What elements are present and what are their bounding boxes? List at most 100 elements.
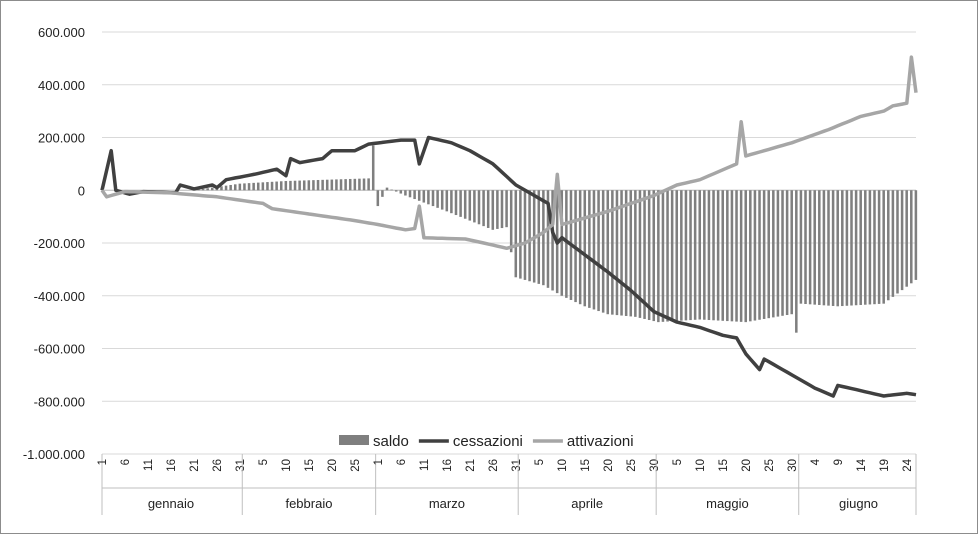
saldo-bar: [436, 190, 439, 208]
saldo-bar: [376, 190, 380, 207]
saldo-bar: [808, 190, 812, 305]
x-tick-label: 11: [143, 459, 155, 471]
x-tick-label: 31: [235, 459, 247, 472]
saldo-bar: [500, 190, 504, 229]
saldo-bar: [450, 190, 453, 214]
y-tick-label: -400.000: [34, 289, 85, 304]
saldo-bar: [818, 190, 821, 305]
month-label: gennaio: [148, 496, 194, 511]
saldo-bar: [831, 190, 835, 306]
x-tick-label: 1: [97, 459, 109, 465]
saldo-bar: [762, 190, 766, 319]
saldo-bar: [891, 190, 895, 297]
saldo-bar: [845, 190, 849, 306]
legend-label-saldo: saldo: [373, 433, 409, 450]
saldo-bar: [749, 190, 752, 322]
saldo-bar: [910, 190, 913, 284]
saldo-bar: [795, 190, 798, 333]
x-tick-label: 21: [465, 459, 477, 472]
saldo-bar: [900, 190, 904, 291]
saldo-bar: [293, 180, 297, 191]
saldo-bar: [657, 190, 660, 323]
saldo-bar: [394, 190, 398, 192]
saldo-bar: [726, 190, 729, 322]
saldo-bar: [638, 190, 642, 318]
saldo-bar: [353, 178, 357, 191]
saldo-bar: [680, 190, 683, 321]
saldo-bar: [744, 190, 747, 323]
saldo-bar: [652, 190, 656, 322]
saldo-bar: [620, 190, 623, 316]
saldo-bar: [629, 190, 633, 317]
x-tick-label: 15: [580, 459, 592, 472]
saldo-bar: [330, 179, 334, 191]
saldo-bar: [335, 179, 338, 191]
saldo-bar: [454, 190, 458, 216]
x-tick-label: 25: [764, 459, 776, 472]
x-tick-label: 26: [212, 459, 224, 472]
saldo-bar: [542, 190, 545, 286]
x-tick-label: 15: [718, 459, 730, 472]
saldo-bar: [565, 190, 568, 298]
saldo-bar: [739, 190, 743, 322]
saldo-bar: [624, 190, 628, 316]
saldo-bar: [896, 190, 899, 294]
saldo-bar: [256, 182, 260, 191]
x-tick-label: 6: [396, 459, 408, 465]
saldo-bar: [588, 190, 591, 308]
cessazioni-line: [100, 135, 917, 398]
saldo-bar: [528, 190, 531, 282]
saldo-bar: [804, 190, 807, 304]
x-tick-label: 1: [373, 459, 385, 465]
saldo-bar: [799, 190, 803, 304]
saldo-bar: [339, 179, 343, 191]
saldo-bar: [220, 186, 223, 191]
month-label: giugno: [839, 496, 878, 511]
saldo-bar: [238, 183, 242, 191]
x-tick-label: 26: [488, 459, 500, 472]
legend-label-cessazioni: cessazioni: [453, 433, 523, 450]
saldo-bar: [468, 190, 472, 221]
saldo-bar: [827, 190, 830, 306]
saldo-bar: [882, 190, 885, 304]
month-label: marzo: [429, 496, 465, 511]
saldo-bar: [905, 190, 908, 287]
saldo-bar: [675, 190, 679, 321]
saldo-bar: [233, 184, 237, 191]
x-tick-label: 20: [327, 459, 339, 472]
saldo-bar: [551, 190, 554, 291]
saldo-bar: [615, 190, 619, 316]
saldo-bar: [422, 190, 426, 203]
saldo-bar: [431, 190, 435, 207]
x-tick-label: 10: [281, 459, 293, 472]
saldo-bar: [385, 187, 389, 191]
x-tick-label: 5: [258, 459, 270, 465]
saldo-bar: [408, 190, 412, 198]
saldo-bar: [197, 189, 200, 191]
attivazioni-line: [100, 55, 918, 251]
x-tick-label: 5: [672, 459, 684, 465]
saldo-bar: [445, 190, 449, 212]
saldo-bar: [841, 190, 844, 307]
saldo-bar: [707, 190, 711, 321]
saldo-bar: [486, 190, 490, 228]
saldo-bar: [459, 190, 462, 217]
saldo-bar: [634, 190, 637, 317]
saldo-bar: [643, 190, 646, 319]
saldo-bar: [266, 182, 269, 191]
saldo-bar: [790, 190, 793, 315]
saldo-bar: [229, 184, 232, 191]
y-tick-label: 400.000: [38, 78, 85, 93]
y-tick-label: -800.000: [34, 394, 85, 409]
legend: saldo cessazioni attivazioni: [334, 430, 699, 452]
saldo-bar: [371, 145, 375, 191]
saldo-bar: [307, 180, 311, 191]
saldo-bar: [243, 183, 246, 191]
saldo-bar: [666, 190, 669, 322]
x-tick-label: 19: [879, 459, 891, 472]
saldo-bar: [597, 190, 600, 312]
x-tick-label: 20: [603, 459, 615, 472]
saldo-bar: [514, 190, 518, 278]
saldo-bar: [877, 190, 881, 304]
saldo-bar: [252, 182, 255, 191]
